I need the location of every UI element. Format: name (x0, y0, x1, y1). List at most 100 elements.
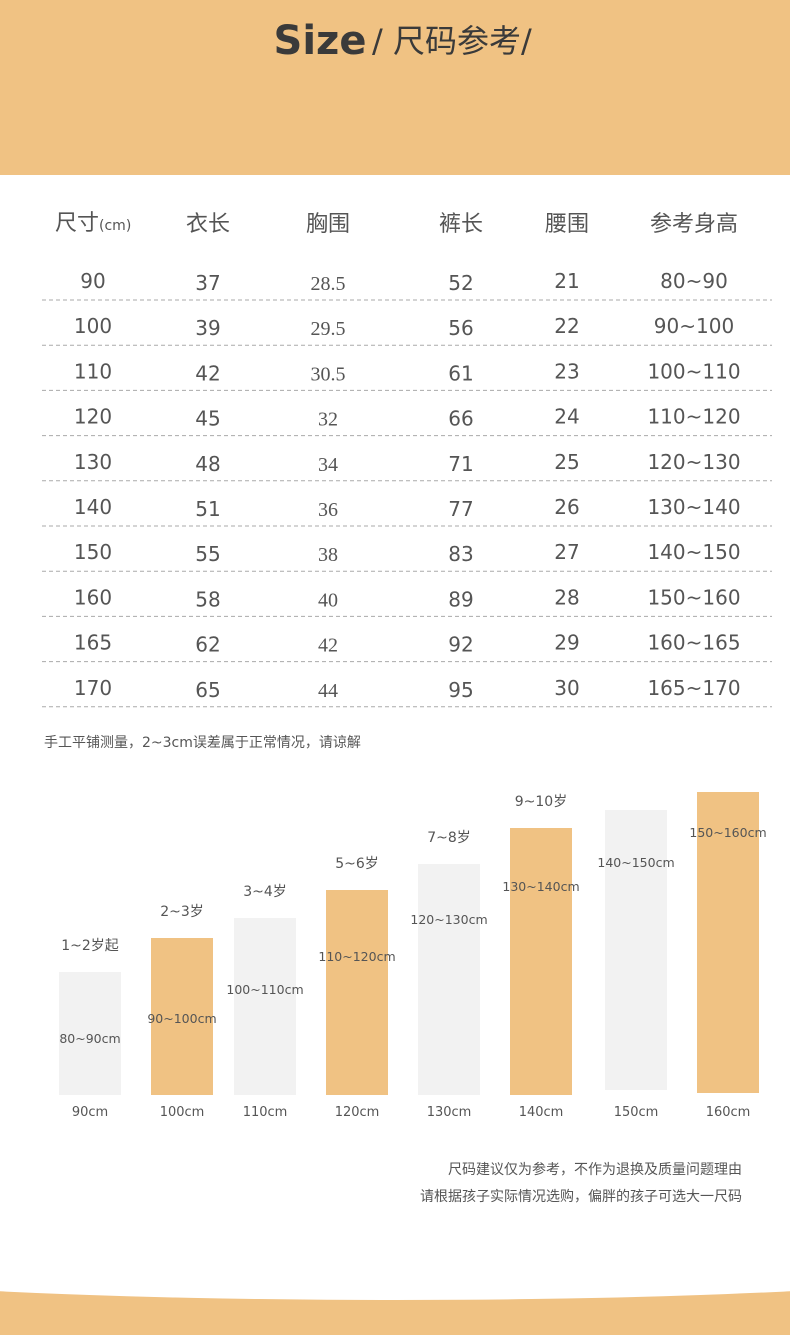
age-label: 1~2岁起 (61, 938, 119, 954)
cell: 80~90 (660, 269, 728, 293)
cell: 120 (74, 405, 112, 429)
column-header: 衣长 (186, 212, 230, 237)
height-bar (234, 918, 296, 1095)
range-label: 120~130cm (410, 912, 487, 927)
size-label: 150cm (614, 1105, 659, 1120)
cell: 51 (195, 497, 220, 521)
cell: 160~165 (647, 631, 740, 655)
age-label: 3~4岁 (243, 884, 287, 900)
column-header: 裤长 (439, 212, 483, 237)
range-label: 130~140cm (502, 879, 579, 894)
note: 手工平铺测量，2~3cm误差属于正常情况，请谅解 (44, 735, 361, 751)
cell: 39 (195, 316, 220, 340)
height-bar (59, 972, 121, 1095)
cell: 65 (195, 678, 220, 702)
cell: 36 (318, 499, 338, 521)
cell: 83 (448, 542, 473, 566)
cell: 24 (554, 405, 579, 429)
cell: 58 (195, 587, 220, 611)
column-header: 腰围 (545, 212, 589, 237)
bottom-curve (0, 1200, 790, 1300)
cell: 45 (195, 407, 220, 431)
range-label: 150~160cm (689, 825, 766, 840)
cell: 56 (448, 316, 473, 340)
cell: 27 (554, 540, 579, 564)
cell: 22 (554, 314, 579, 338)
cell: 77 (448, 497, 473, 521)
cell: 30.5 (311, 363, 346, 385)
cell: 90 (80, 269, 105, 293)
cell: 42 (195, 361, 220, 385)
cell: 110 (74, 359, 112, 383)
age-label: 9~10岁 (515, 794, 567, 810)
cell: 95 (448, 678, 473, 702)
range-label: 90~100cm (147, 1011, 216, 1026)
cell: 120~130 (647, 450, 740, 474)
cell: 30 (554, 676, 579, 700)
cell: 140 (74, 495, 112, 519)
cell: 160 (74, 585, 112, 609)
cell: 100 (74, 314, 112, 338)
cell: 61 (448, 361, 473, 385)
cell: 28 (554, 585, 579, 609)
height-bar (326, 890, 388, 1095)
cell: 90~100 (654, 314, 734, 338)
range-label: 80~90cm (59, 1031, 120, 1046)
footer-line: 请根据孩子实际情况选购，偏胖的孩子可选大一尺码 (420, 1189, 742, 1205)
cell: 44 (318, 680, 338, 702)
cell: 71 (448, 452, 473, 476)
cell: 55 (195, 542, 220, 566)
cell: 25 (554, 450, 579, 474)
size-label: 100cm (160, 1105, 205, 1120)
cell: 37 (195, 271, 220, 295)
age-label: 7~8岁 (427, 830, 471, 846)
cell: 48 (195, 452, 220, 476)
cell: 29.5 (311, 318, 346, 340)
height-bar (151, 938, 213, 1095)
cell: 52 (448, 271, 473, 295)
column-header: 参考身高 (650, 212, 738, 237)
cell: 165 (74, 631, 112, 655)
cell: 21 (554, 269, 579, 293)
cell: 165~170 (647, 676, 740, 700)
cell: 23 (554, 359, 579, 383)
title-cn: / 尺码参考/ (372, 22, 532, 60)
column-header: 尺寸(cm) (55, 211, 131, 236)
cell: 66 (448, 407, 473, 431)
cell: 100~110 (647, 359, 740, 383)
top-band (0, 0, 790, 175)
cell: 29 (554, 631, 579, 655)
size-label: 130cm (427, 1105, 472, 1120)
cell: 38 (318, 544, 338, 566)
height-bar (605, 810, 667, 1090)
range-label: 100~110cm (226, 982, 303, 997)
size-label: 110cm (243, 1105, 288, 1120)
range-label: 110~120cm (318, 949, 395, 964)
size-label: 160cm (706, 1105, 751, 1120)
size-label: 120cm (335, 1105, 380, 1120)
height-bar (510, 828, 572, 1095)
cell: 170 (74, 676, 112, 700)
size-label: 90cm (72, 1105, 108, 1120)
cell: 110~120 (647, 405, 740, 429)
range-label: 140~150cm (597, 855, 674, 870)
cell: 92 (448, 633, 473, 657)
column-header: 胸围 (306, 212, 350, 237)
size-label: 140cm (519, 1105, 564, 1120)
title-en: Size (274, 18, 367, 64)
header-unit: (cm) (99, 218, 131, 234)
cell: 26 (554, 495, 579, 519)
cell: 89 (448, 587, 473, 611)
cell: 140~150 (647, 540, 740, 564)
header-label: 尺寸 (55, 211, 99, 236)
cell: 62 (195, 633, 220, 657)
age-label: 5~6岁 (335, 856, 379, 872)
cell: 150 (74, 540, 112, 564)
cell: 34 (318, 454, 338, 476)
cell: 42 (318, 635, 338, 657)
height-bar (418, 864, 480, 1095)
age-label: 2~3岁 (160, 904, 204, 920)
cell: 28.5 (311, 273, 346, 295)
cell: 130~140 (647, 495, 740, 519)
